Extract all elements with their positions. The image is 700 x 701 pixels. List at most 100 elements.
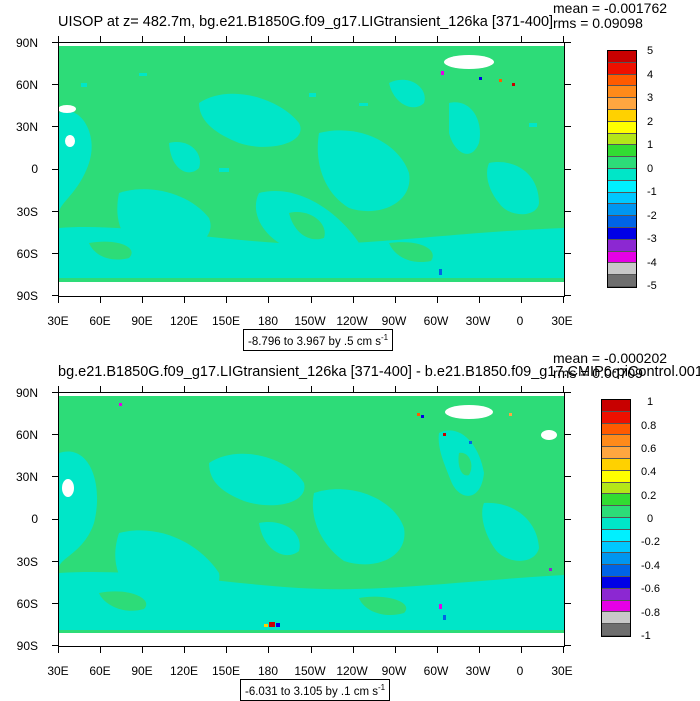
- axis-tick: [565, 476, 571, 477]
- colorbar-swatch: [608, 204, 636, 217]
- axis-tick: [184, 647, 185, 653]
- colorbar-swatch: [602, 447, 630, 459]
- lat-label-0-2: 0: [31, 512, 38, 526]
- axis-tick: [437, 36, 438, 42]
- range-text-2: -6.031 to 3.105 by .1 cm s: [245, 685, 378, 698]
- lon-label-1-6: 150W: [294, 314, 326, 328]
- colorbar-2: [601, 399, 631, 637]
- lat-label-60n-1: 60N: [15, 78, 38, 92]
- colorbar-swatch: [602, 482, 630, 495]
- axis-tick: [563, 647, 564, 653]
- colorbar-swatch: [602, 541, 630, 554]
- lat-label-60s-1: 60S: [16, 247, 38, 261]
- axis-tick: [521, 297, 522, 303]
- axis-tick: [521, 36, 522, 42]
- colorbar-swatch: [602, 553, 630, 566]
- axis-tick: [353, 386, 354, 392]
- lon-label-2-12: 30E: [551, 664, 573, 678]
- lon-label-2-7: 120W: [336, 664, 368, 678]
- axis-tick: [565, 84, 571, 85]
- axis-tick: [563, 297, 564, 303]
- axis-tick: [563, 386, 564, 392]
- colorbar-swatch: [608, 251, 636, 264]
- axis-tick: [437, 386, 438, 392]
- axis-tick: [479, 386, 480, 392]
- axis-tick: [268, 297, 269, 303]
- colorbar-swatch: [602, 400, 630, 412]
- colorbar-label-2-6: -0.2: [641, 536, 660, 548]
- colorbar-boxes-1: [608, 51, 636, 287]
- colorbar-label-1-6: -1: [647, 186, 657, 198]
- lon-label-2-9: 60W: [423, 664, 449, 678]
- lat-label-90s-2: 90S: [16, 639, 38, 653]
- lon-label-2-6: 150W: [294, 664, 326, 678]
- lon-label-1-8: 90W: [381, 314, 407, 328]
- axis-tick: [353, 36, 354, 42]
- colorbar-label-2-8: -0.6: [641, 583, 660, 595]
- range-box-1: -8.796 to 3.967 by .5 cm s-1: [243, 329, 394, 351]
- axis-tick: [52, 42, 58, 43]
- axis-tick: [52, 211, 58, 212]
- range-unit-exp-1: -1: [380, 333, 389, 342]
- axis-tick: [565, 519, 571, 520]
- lon-label-2-11: 0: [516, 664, 524, 678]
- axis-tick: [395, 36, 396, 42]
- colorbar-swatch: [608, 74, 636, 87]
- axis-tick: [142, 297, 143, 303]
- colorbar-label-2-9: -0.8: [641, 607, 660, 619]
- axis-tick: [521, 386, 522, 392]
- colorbar-swatch: [602, 411, 630, 424]
- axis-tick: [268, 647, 269, 653]
- lat-label-30n-1: 30N: [15, 120, 38, 134]
- axis-tick: [52, 519, 58, 520]
- colorbar-swatch: [602, 588, 630, 601]
- panel-2-mean: mean = -0.000202: [553, 350, 668, 366]
- colorbar-swatch: [602, 435, 630, 448]
- axis-tick: [311, 386, 312, 392]
- axis-tick: [563, 36, 564, 42]
- colorbar-label-2-0: 1: [647, 396, 654, 408]
- colorbar-swatch: [602, 576, 630, 589]
- colorbar-swatch: [602, 565, 630, 577]
- axis-tick: [565, 603, 571, 604]
- colorbar-swatch: [608, 98, 636, 110]
- map-panel-2: [58, 392, 565, 647]
- axis-tick: [58, 297, 59, 303]
- lat-label-60n-2: 60N: [15, 428, 38, 442]
- axis-tick: [311, 647, 312, 653]
- axis-tick: [565, 42, 571, 43]
- colorbar-boxes-2: [602, 400, 630, 636]
- axis-tick: [268, 36, 269, 42]
- map-field-1: [59, 43, 564, 296]
- lon-label-1-7: 120W: [336, 314, 368, 328]
- lon-label-1-10: 30W: [465, 314, 491, 328]
- axis-tick: [521, 647, 522, 653]
- lat-label-90n-1: 90N: [15, 36, 38, 50]
- axis-tick: [565, 434, 571, 435]
- axis-tick: [52, 126, 58, 127]
- colorbar-label-1-7: -2: [647, 210, 657, 222]
- axis-tick: [184, 297, 185, 303]
- axis-tick: [479, 647, 480, 653]
- axis-tick: [437, 297, 438, 303]
- lat-label-90s-1: 90S: [16, 289, 38, 303]
- panel-1-mean: mean = -0.001762: [553, 0, 668, 16]
- axis-tick: [565, 253, 571, 254]
- axis-tick: [100, 647, 101, 653]
- colorbar-swatch: [608, 62, 636, 75]
- range-box-2: -6.031 to 3.105 by .1 cm s-1: [240, 679, 391, 701]
- lon-label-2-8: 90W: [381, 664, 407, 678]
- axis-tick: [52, 295, 58, 296]
- lon-label-2-2: 90E: [131, 664, 153, 678]
- colorbar-label-1-10: -5: [647, 280, 657, 292]
- colorbar-label-2-4: 0.2: [641, 490, 657, 502]
- axis-tick: [395, 297, 396, 303]
- lon-label-1-9: 60W: [423, 314, 449, 328]
- colorbar-swatch: [608, 263, 636, 276]
- colorbar-swatch: [602, 529, 630, 542]
- lat-label-30n-2: 30N: [15, 470, 38, 484]
- colorbar-swatch: [602, 624, 630, 636]
- lon-label-2-3: 120E: [169, 664, 199, 678]
- colorbar-label-1-8: -3: [647, 233, 657, 245]
- lon-label-1-4: 150E: [211, 314, 241, 328]
